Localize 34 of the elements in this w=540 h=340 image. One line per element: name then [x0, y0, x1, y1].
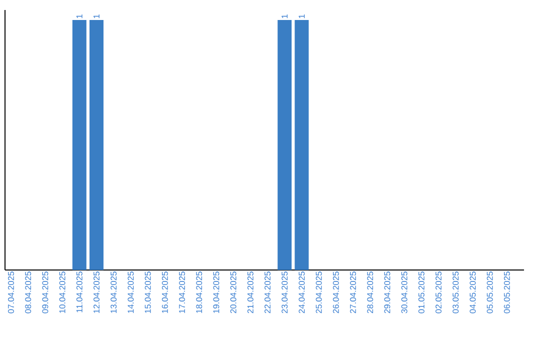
- x-tick-label: 16.04.2025: [162, 272, 168, 313]
- x-tick-label: 13.04.2025: [110, 272, 117, 313]
- x-tick-label: 10.04.2025: [59, 272, 66, 313]
- x-tick-label: 07.04.2025: [8, 272, 14, 314]
- x-tick-label: 15.04.2025: [144, 272, 151, 313]
- x-tick-label: 22.04.2025: [264, 272, 271, 314]
- x-tick-label: 21.04.2025: [247, 272, 254, 314]
- x-tick-label: 03.05.2025: [452, 272, 459, 314]
- x-tick-label: 20.04.2025: [230, 272, 236, 314]
- data-label: 1: [94, 14, 100, 18]
- x-tick-label: 06.05.2025: [504, 272, 510, 314]
- x-tick-label: 12.04.2025: [94, 272, 100, 313]
- x-tick-label: 24.04.2025: [298, 272, 305, 314]
- data-label: 1: [76, 14, 82, 18]
- x-tick-label: 28.04.2025: [367, 272, 374, 314]
- x-tick-label: 09.04.2025: [42, 272, 48, 314]
- x-tick-label: 30.04.2025: [401, 272, 408, 314]
- data-label: 1: [282, 14, 288, 18]
- x-tick-label: 17.04.2025: [179, 272, 185, 313]
- x-tick-label: 11.04.2025: [76, 272, 82, 312]
- x-tick-label: 27.04.2025: [350, 272, 356, 314]
- x-tick-label: 19.04.2025: [213, 272, 220, 313]
- x-tick-label: 29.04.2025: [384, 272, 390, 314]
- x-tick-label: 14.04.2025: [128, 272, 134, 313]
- x-tick-label: 26.04.2025: [332, 272, 339, 314]
- x-tick-label: 05.05.2025: [486, 272, 493, 314]
- x-tick-label: 23.04.2025: [282, 272, 288, 314]
- x-tick-label: 25.04.2025: [316, 272, 322, 314]
- x-tick-label: 18.04.2025: [196, 272, 202, 313]
- data-label: 1: [298, 14, 305, 18]
- x-tick-label: 02.05.2025: [436, 272, 442, 314]
- x-tick-label: 08.04.2025: [25, 272, 32, 314]
- x-tick-label: 04.05.2025: [470, 272, 476, 314]
- x-tick-label: 01.05.2025: [418, 272, 424, 314]
